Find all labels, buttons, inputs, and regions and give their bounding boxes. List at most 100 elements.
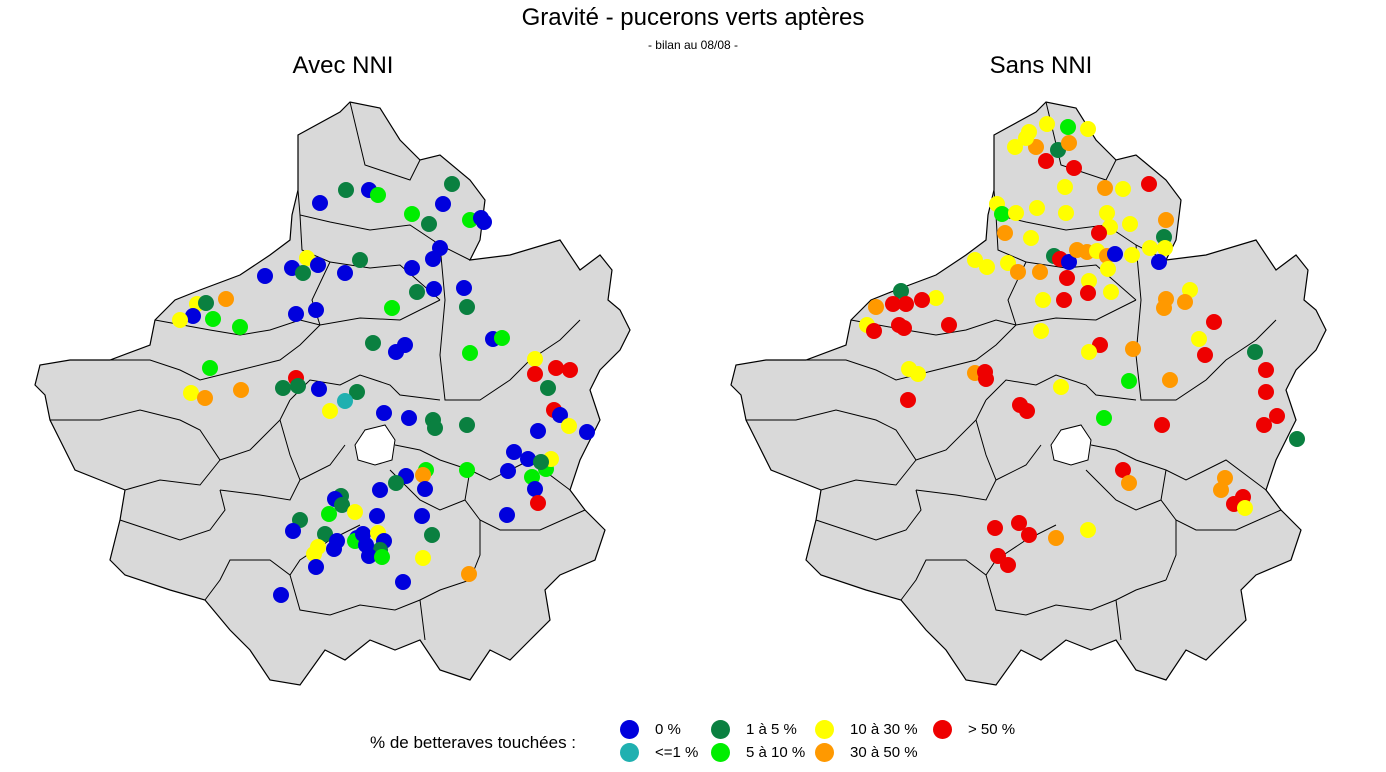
observation-dot [1019,403,1035,419]
observation-dot [1121,475,1137,491]
observation-dot [337,265,353,281]
observation-dot [533,454,549,470]
observation-dot [1060,119,1076,135]
observation-dot [1035,292,1051,308]
observation-dot [579,424,595,440]
observation-dot [417,481,433,497]
observation-dot [967,252,983,268]
internal-borders [50,101,586,641]
observation-dot [370,187,386,203]
observation-dot [183,385,199,401]
observation-dot [435,196,451,212]
observation-dot [1156,300,1172,316]
observation-dot [1081,344,1097,360]
observation-dot [337,393,353,409]
observation-dot [334,497,350,513]
observation-dot [1289,431,1305,447]
observation-dot [218,291,234,307]
observation-dot [321,506,337,522]
observation-dot [308,302,324,318]
observation-dot [1237,500,1253,516]
observation-dot [1103,284,1119,300]
observation-dot [1033,323,1049,339]
observation-dot [1021,527,1037,543]
observation-dot [1056,292,1072,308]
observation-dot [1081,273,1097,289]
observation-dot [1206,314,1222,330]
observation-dot [898,296,914,312]
legend-item-4: 10 à 30 % [815,720,918,739]
observation-dot [1099,205,1115,221]
observation-dot [1269,408,1285,424]
observation-dot [426,281,442,297]
observation-dot [994,206,1010,222]
observation-dot [1048,530,1064,546]
legend-item-2: 1 à 5 % [711,720,797,739]
observation-dot [1057,179,1073,195]
observation-dot [1023,230,1039,246]
observation-dot [404,206,420,222]
observation-dot [499,507,515,523]
observation-dot [1258,362,1274,378]
observation-dot [893,283,909,299]
observation-dot [322,403,338,419]
observation-dot [352,252,368,268]
observation-dot [290,378,306,394]
observation-dot [285,523,301,539]
observation-dot [1115,181,1131,197]
observation-dot [1010,264,1026,280]
observation-dot [1029,200,1045,216]
legend-swatch-3 [711,743,730,762]
observation-dot [1091,225,1107,241]
observation-dot [326,541,342,557]
observation-dot [900,392,916,408]
observation-dot [415,467,431,483]
observation-dot [1097,180,1113,196]
observation-dot [548,360,564,376]
observation-dot [1122,216,1138,232]
observation-dot [1039,116,1055,132]
observation-dot [1066,160,1082,176]
observation-dot [978,371,994,387]
legend-label-3: 5 à 10 % [746,744,806,761]
observation-dot [520,451,536,467]
observation-dot [561,418,577,434]
observation-dot [896,320,912,336]
observation-dot [1053,379,1069,395]
observation-dot [1080,285,1096,301]
observation-dot [198,295,214,311]
observation-dot [1162,372,1178,388]
observation-dot [1080,121,1096,137]
figure-title: Gravité - pucerons verts aptères [521,4,865,31]
observation-dot [374,549,390,565]
legend-item-1: <=1 % [620,743,698,762]
map-title-avec-nni: Avec NNI [292,52,394,79]
internal-borders [746,101,1282,641]
observation-dot [987,520,1003,536]
legend-swatch-6 [933,720,952,739]
observation-dot [347,504,363,520]
observation-dot [914,292,930,308]
observation-dot [527,366,543,382]
observation-dot [928,290,944,306]
observation-dot [384,300,400,316]
observation-dot [312,195,328,211]
observation-dot [1158,212,1174,228]
observation-dot [1107,246,1123,262]
observation-dot [1154,417,1170,433]
observation-dot [232,319,248,335]
observation-dot [1011,515,1027,531]
observation-dot [1213,482,1229,498]
observation-dot [414,508,430,524]
observation-dot [427,420,443,436]
legend-item-0: 0 % [620,720,681,739]
observation-dot [306,546,322,562]
observation-dot [401,410,417,426]
observation-dot [388,344,404,360]
observation-dot [1197,347,1213,363]
observation-dot [1115,462,1131,478]
observation-dot [202,360,218,376]
observation-dot [205,311,221,327]
observation-dot [1247,344,1263,360]
observation-dot [885,296,901,312]
